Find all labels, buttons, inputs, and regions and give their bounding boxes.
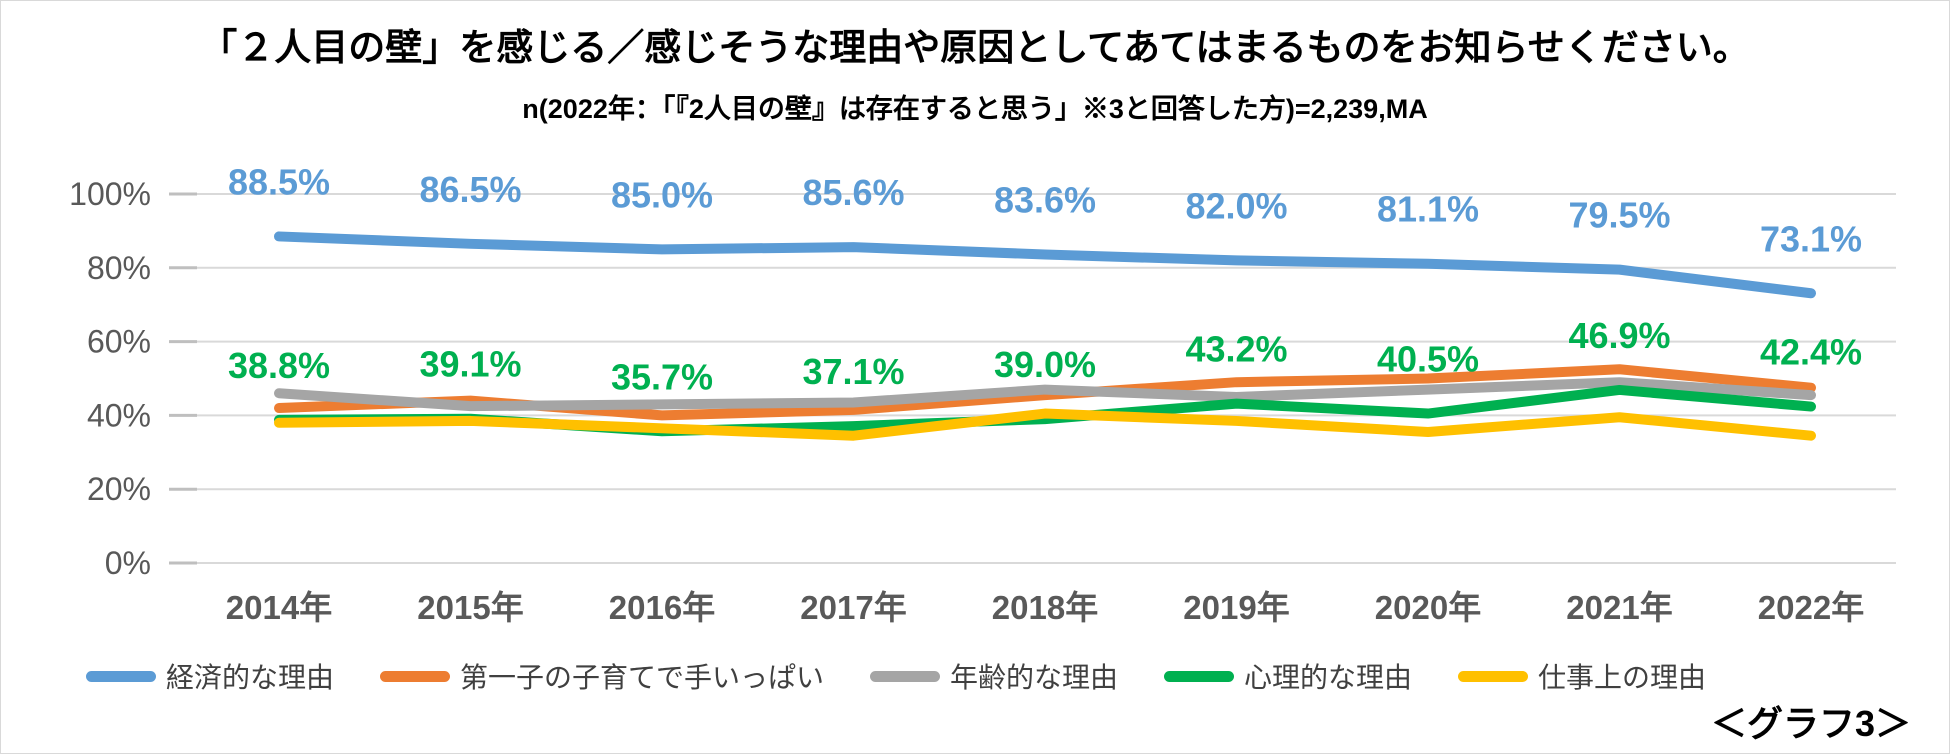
chart-title: 「２人目の壁」を感じる／感じそうな理由や原因としてあてはまるものをお知らせくださ…	[200, 27, 1750, 68]
legend-swatch-busy-with-first-child	[379, 670, 450, 682]
legend-label-age: 年齢的な理由	[949, 662, 1118, 693]
legend-swatch-work	[1458, 670, 1529, 682]
chart-subtitle: n(2022年：「『2人目の壁』は存在すると思う」※3と回答した方)=2,239…	[522, 94, 1428, 124]
legend-item-busy-with-first-child: 第一子の子育てで手いっぱい	[379, 656, 824, 696]
data-label-economic: 86.5%	[419, 169, 521, 210]
x-axis-label: 2016年	[609, 589, 715, 626]
data-label-economic: 83.6%	[994, 180, 1096, 221]
x-axis-label: 2018年	[992, 589, 1098, 626]
data-label-psychological: 39.1%	[419, 344, 521, 385]
x-axis-label: 2020年	[1375, 589, 1481, 626]
legend-label-busy-with-first-child: 第一子の子育てで手いっぱい	[459, 662, 824, 693]
legend-item-work: 仕事上の理由	[1458, 656, 1706, 696]
legend-swatch-economic	[85, 670, 156, 682]
data-label-psychological: 37.1%	[802, 351, 904, 392]
data-label-psychological: 38.8%	[228, 345, 330, 386]
data-label-economic: 82.0%	[1185, 185, 1287, 226]
data-label-economic: 85.6%	[802, 172, 904, 213]
legend-item-age: 年齢的な理由	[869, 656, 1118, 696]
series-line-work	[274, 408, 1816, 441]
legend-item-psychological: 心理的な理由	[1164, 656, 1412, 696]
x-axis-label: 2014年	[226, 589, 332, 626]
x-axis-label: 2015年	[417, 589, 523, 626]
data-label-economic: 79.5%	[1568, 195, 1670, 236]
legend-label-psychological: 心理的な理由	[1244, 662, 1413, 693]
chart-legend: 経済的な理由 第一子の子育てで手いっぱい 年齢的な理由 心理的な理由 仕事上の理由	[31, 656, 1761, 696]
data-label-psychological: 35.7%	[611, 356, 713, 397]
legend-swatch-psychological	[1164, 670, 1234, 682]
y-axis-label: 20%	[87, 471, 151, 507]
y-axis-label: 60%	[87, 324, 151, 360]
legend-label-economic: 経済的な理由	[165, 662, 334, 693]
x-axis-label: 2017年	[800, 589, 906, 626]
y-axis-label: 100%	[69, 176, 151, 212]
figure-number-label: ＜グラフ3＞	[1710, 703, 1911, 744]
y-axis-label: 80%	[87, 250, 151, 286]
data-label-psychological: 39.0%	[994, 344, 1096, 385]
series-line-economic	[274, 231, 1816, 299]
data-label-psychological: 43.2%	[1185, 329, 1287, 370]
legend-label-work: 仕事上の理由	[1538, 662, 1707, 693]
legend-item-economic: 経済的な理由	[85, 656, 334, 696]
legend-swatch-age	[869, 670, 940, 682]
y-axis-label: 0%	[105, 545, 151, 581]
data-label-psychological: 40.5%	[1377, 339, 1479, 380]
data-label-economic: 88.5%	[228, 161, 330, 202]
data-label-economic: 73.1%	[1760, 218, 1862, 259]
data-label-psychological: 42.4%	[1760, 332, 1862, 373]
x-axis-label: 2021年	[1566, 589, 1672, 626]
x-axis-label: 2019年	[1183, 589, 1289, 626]
data-label-economic: 81.1%	[1377, 189, 1479, 230]
x-axis-label: 2022年	[1758, 589, 1864, 626]
y-axis-label: 40%	[87, 397, 151, 433]
data-label-economic: 85.0%	[611, 174, 713, 215]
data-label-psychological: 46.9%	[1568, 315, 1670, 356]
series-line-age	[274, 377, 1816, 412]
